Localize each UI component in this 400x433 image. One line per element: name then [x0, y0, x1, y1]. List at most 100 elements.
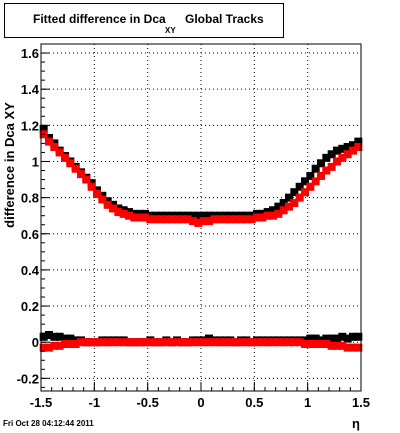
y-tick-label: 0	[32, 335, 39, 350]
data-point	[231, 338, 240, 347]
data-point	[93, 190, 101, 199]
data-point	[162, 338, 171, 347]
data-point	[290, 338, 299, 347]
data-point	[301, 340, 309, 349]
data-point	[322, 166, 331, 175]
data-point	[237, 338, 245, 347]
data-point	[221, 215, 229, 224]
y-axis-label: difference in Dca XY	[2, 102, 17, 228]
x-tick-label: 0	[197, 395, 204, 410]
data-point	[253, 338, 261, 347]
data-point	[71, 340, 80, 349]
data-point	[215, 215, 224, 224]
data-point	[103, 200, 112, 209]
data-point	[66, 159, 75, 168]
data-point	[242, 338, 251, 347]
data-point	[109, 338, 117, 347]
y-tick-label: 1.4	[21, 82, 40, 97]
data-point	[333, 157, 341, 166]
y-tick-label: 0.4	[21, 263, 40, 278]
x-tick-label: -0.5	[136, 395, 158, 410]
data-point	[338, 153, 347, 162]
y-tick-label: -0.2	[17, 371, 39, 386]
data-point	[306, 182, 315, 191]
data-point	[61, 340, 69, 349]
data-point	[354, 137, 363, 146]
data-point	[50, 341, 59, 350]
data-point	[66, 334, 75, 343]
data-point	[119, 338, 128, 347]
data-point	[125, 211, 133, 220]
data-point	[199, 338, 208, 347]
data-point	[317, 340, 325, 349]
data-point	[87, 182, 96, 191]
data-point	[162, 215, 171, 224]
data-point	[61, 153, 69, 162]
data-point	[354, 332, 363, 341]
data-point	[119, 209, 128, 218]
data-point	[338, 332, 347, 341]
data-point	[210, 215, 219, 224]
data-point	[61, 334, 69, 343]
data-point	[199, 211, 208, 220]
chart-title-main: Fitted difference in Dca	[33, 12, 166, 26]
data-point	[141, 213, 149, 222]
data-point	[151, 215, 160, 224]
data-point	[306, 340, 315, 349]
data-point	[295, 182, 304, 191]
y-tick-label: 0.8	[21, 191, 39, 206]
x-tick-label: 1.5	[352, 395, 370, 410]
data-point	[322, 334, 331, 343]
data-point	[114, 208, 123, 217]
data-point	[39, 124, 48, 133]
data-point	[354, 343, 363, 352]
data-point	[98, 338, 107, 347]
data-point	[343, 143, 352, 152]
chart-title-tail: Global Tracks	[185, 12, 264, 26]
data-point	[327, 162, 336, 171]
chart-title-subscript: XY	[165, 26, 176, 35]
data-point	[66, 340, 75, 349]
data-point	[290, 188, 299, 197]
data-point	[269, 211, 277, 220]
data-point	[301, 177, 309, 186]
data-point	[269, 206, 277, 215]
data-point	[189, 211, 197, 220]
data-point	[247, 338, 256, 347]
data-point	[183, 338, 192, 347]
data-point	[327, 341, 336, 350]
data-point	[306, 171, 315, 180]
data-point	[317, 171, 325, 180]
x-tick-label: -1.5	[30, 395, 52, 410]
data-point	[55, 148, 64, 157]
data-point	[39, 332, 48, 341]
x-tick-label: -1	[89, 395, 101, 410]
data-point	[77, 170, 85, 179]
data-point	[189, 338, 197, 347]
data-point	[253, 213, 261, 222]
data-point	[322, 340, 331, 349]
data-point	[45, 137, 53, 146]
data-point	[82, 175, 91, 184]
data-point	[295, 193, 304, 202]
data-point	[215, 338, 224, 347]
data-point	[167, 215, 176, 224]
data-point	[295, 338, 304, 347]
data-point	[237, 215, 245, 224]
data-point	[194, 211, 203, 220]
data-point	[349, 146, 357, 155]
data-point	[327, 334, 336, 343]
data-point	[178, 338, 187, 347]
x-axis-label: η	[352, 416, 360, 431]
data-point	[173, 215, 181, 224]
data-point	[183, 215, 192, 224]
data-point	[205, 217, 213, 226]
data-point	[338, 144, 347, 153]
data-point	[125, 338, 133, 347]
data-point	[354, 143, 363, 152]
data-point	[349, 343, 357, 352]
data-point	[82, 338, 91, 347]
data-point	[279, 338, 288, 347]
y-tick-label: 1	[32, 154, 39, 169]
